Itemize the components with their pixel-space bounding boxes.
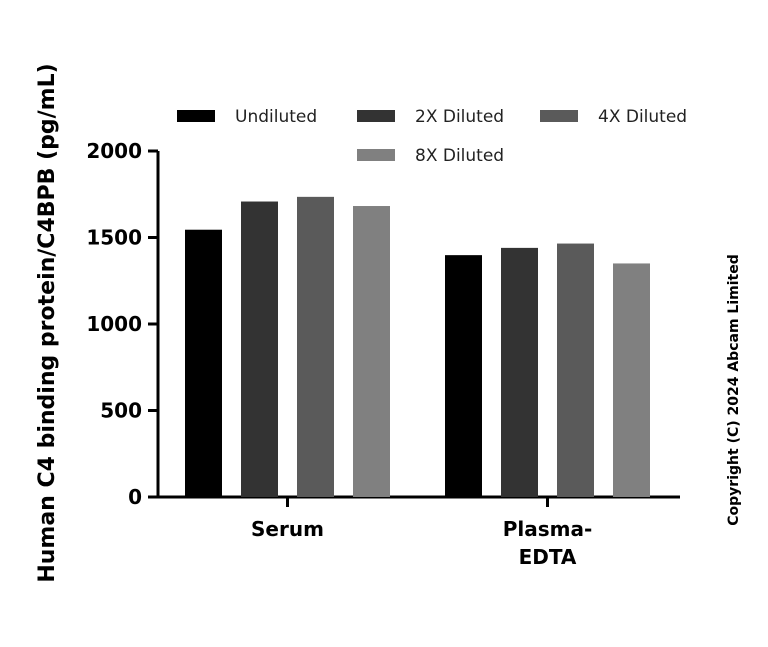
- y-tick-label: 0: [128, 485, 142, 509]
- x-category-label: EDTA: [519, 545, 577, 569]
- legend-swatch: [357, 110, 395, 122]
- legend-swatch: [177, 110, 215, 122]
- copyright-text: Copyright (C) 2024 Abcam Limited: [726, 254, 742, 525]
- bar-4x-diluted-0: [297, 196, 334, 497]
- bar-8x-diluted-0: [353, 206, 390, 497]
- y-tick-label: 1500: [86, 226, 142, 250]
- x-axis: Serum Plasma- EDTA: [158, 495, 680, 569]
- bars: [185, 196, 650, 498]
- x-category-label: Plasma-: [503, 517, 593, 541]
- legend-swatch: [357, 149, 395, 161]
- bar-4x-diluted-1: [557, 243, 594, 497]
- y-axis-label: Human C4 binding protein/C4BPB (pg/mL): [35, 63, 60, 582]
- legend: Undiluted 2X Diluted 4X Diluted 8X Diluted: [177, 107, 687, 166]
- x-category-label: Serum: [251, 517, 324, 541]
- bar-undiluted-0: [185, 229, 222, 497]
- bar-2x-diluted-1: [501, 247, 538, 497]
- legend-swatch: [540, 110, 578, 122]
- bar-2x-diluted-0: [241, 201, 278, 498]
- y-axis: 0 500 1000 1500 2000: [86, 139, 160, 509]
- y-tick-label: 1000: [86, 312, 142, 336]
- bar-8x-diluted-1: [613, 263, 650, 497]
- legend-label: 4X Diluted: [598, 107, 687, 127]
- legend-label: Undiluted: [235, 107, 317, 127]
- y-tick-label: 500: [100, 399, 142, 423]
- bar-undiluted-1: [445, 255, 482, 497]
- y-tick-label: 2000: [86, 139, 142, 163]
- legend-label: 2X Diluted: [415, 107, 504, 127]
- legend-label: 8X Diluted: [415, 146, 504, 166]
